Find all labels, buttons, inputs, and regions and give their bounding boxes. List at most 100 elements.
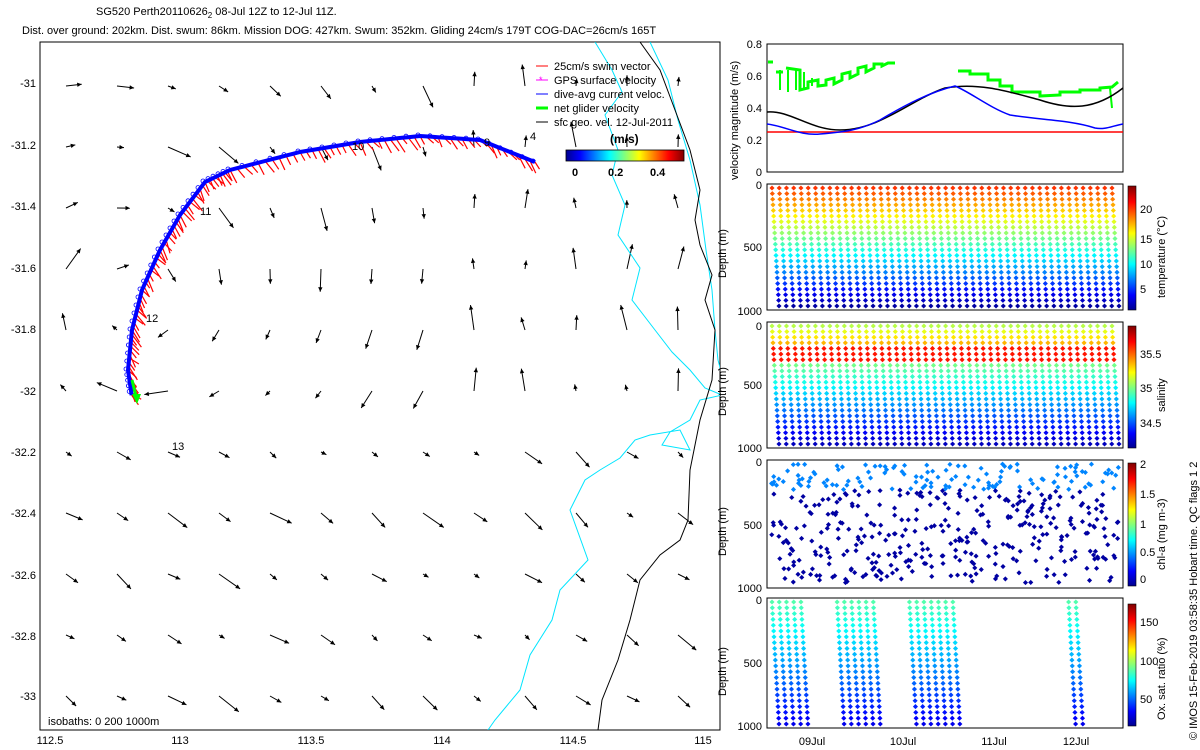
swim-vector <box>278 157 286 171</box>
y-tick-label: -31 <box>20 78 36 90</box>
cbar-tick: 100 <box>1140 656 1158 668</box>
velocity-arrow <box>473 367 478 392</box>
velocity-arrow <box>523 260 528 270</box>
velocity-arrow <box>116 85 135 90</box>
velocity-arrow <box>524 451 543 465</box>
velocity-arrow <box>211 329 220 342</box>
gps-fix-marker <box>137 286 143 292</box>
dive-avg-current-line <box>766 85 1124 135</box>
temperature-ylabel: Depth (m) <box>717 229 729 278</box>
cbar-tick: 10 <box>1140 259 1152 271</box>
salinity-panel-axes: 0 500 1000 Depth (m) 34.5 35 35.5 salini… <box>717 321 1168 455</box>
temperature-profile-dots <box>769 185 1122 309</box>
legend-label: 25cm/s swim vector <box>554 61 651 73</box>
velocity-arrow <box>218 695 240 713</box>
y-tick-label: 0 <box>756 167 762 179</box>
velocity-axis: 0 0.2 0.4 0.6 0.8 <box>747 39 762 179</box>
gps-fix-marker <box>123 366 129 372</box>
swim-vector <box>219 174 226 187</box>
gps-fix-marker <box>367 137 373 143</box>
velocity-arrow <box>116 695 127 701</box>
velocity-arrow <box>569 121 577 148</box>
gps-fix-marker <box>220 168 226 174</box>
oxygen-ylabel: Depth (m) <box>717 647 729 696</box>
gps-fix-marker <box>343 140 349 146</box>
cbar-tick: 150 <box>1140 617 1158 629</box>
velocity-arrow <box>416 329 424 350</box>
velocity-arrow <box>65 82 82 87</box>
velocity-arrow <box>65 248 82 270</box>
gps-fix-marker <box>175 211 181 217</box>
velocity-arrow <box>626 512 634 518</box>
gps-fix-marker <box>281 152 287 158</box>
gps-fix-marker <box>135 294 141 300</box>
time-tick-label: 10Jul <box>890 736 916 748</box>
velocity-arrow <box>473 512 488 523</box>
swim-vector <box>395 138 406 153</box>
isobath-1000m <box>597 42 716 730</box>
gps-fix-marker <box>159 239 165 245</box>
cbar-tick: 2 <box>1140 459 1146 471</box>
velocity-arrow <box>676 134 681 148</box>
net-velocity-spikes <box>779 70 1113 109</box>
gps-fix-marker <box>155 246 161 252</box>
velocity-arrow <box>61 313 67 331</box>
velocity-arrow <box>677 512 694 526</box>
velocity-arrow <box>624 136 629 148</box>
gps-fix-marker <box>403 133 409 139</box>
colorbar-tick: 0.2 <box>608 167 623 179</box>
gps-fix-marker <box>530 158 536 164</box>
depth-tick: 0 <box>756 180 762 192</box>
gps-fix-marker <box>253 159 259 165</box>
chla-cbar-label: chl-a (mg m-3) <box>1156 498 1168 570</box>
velocity-arrow <box>677 695 691 708</box>
velocity-arrow <box>673 194 679 209</box>
chla-ylabel: Depth (m) <box>717 507 729 556</box>
temperature-colorbar <box>1127 185 1137 311</box>
velocity-arrow <box>677 634 697 651</box>
cbar-tick: 35.5 <box>1140 349 1161 361</box>
title-sub: 2 <box>207 11 213 21</box>
velocity-arrow <box>729 513 745 528</box>
swim-vector <box>317 148 326 163</box>
speed-colorbar <box>565 149 685 162</box>
velocity-arrow <box>677 573 690 581</box>
velocity-arrow <box>218 85 229 93</box>
velocity-arrow <box>144 390 169 397</box>
velocity-arrow <box>572 197 577 209</box>
velocity-arrow <box>167 573 181 580</box>
velocity-arrow <box>269 207 275 219</box>
depth-tick: 0 <box>756 321 762 333</box>
velocity-arrow <box>675 306 680 331</box>
velocity-arrow <box>111 325 118 331</box>
gps-fix-marker <box>497 145 503 151</box>
velocity-arrow <box>412 390 424 409</box>
depth-tick: 1000 <box>738 443 762 455</box>
gps-fix-marker <box>131 310 137 316</box>
track-day-label: 10 <box>352 141 364 153</box>
temperature-cbar-label: temperature (°C) <box>1156 216 1168 298</box>
y-tick-label: -32.8 <box>11 631 36 643</box>
velocity-arrow <box>524 695 538 711</box>
velocity-frame <box>766 43 1124 173</box>
gps-fix-marker <box>379 136 385 142</box>
velocity-arrow <box>626 634 639 647</box>
cbar-tick: 50 <box>1140 694 1152 706</box>
cbar-tick: 20 <box>1140 204 1152 216</box>
colorbar-title: (m/s) <box>610 132 639 146</box>
velocity-arrow <box>116 634 127 642</box>
time-axis: 09Jul 10Jul 11Jul 12Jul <box>799 736 1089 748</box>
temperature-scatter-panel <box>766 183 1124 311</box>
velocity-arrow <box>619 304 628 331</box>
velocity-arrow <box>520 317 526 331</box>
gps-fix-marker <box>151 254 157 260</box>
velocity-arrow <box>571 247 577 270</box>
gps-fix-marker <box>215 171 221 177</box>
gps-fix-marker <box>125 350 130 356</box>
velocity-arrow <box>624 200 630 209</box>
velocity-arrow <box>167 451 181 458</box>
velocity-arrow <box>575 512 589 528</box>
depth-tick: 500 <box>744 380 762 392</box>
map-legend: 25cm/s swim vector * GPS surface velocit… <box>536 61 673 129</box>
swim-vector <box>222 173 232 186</box>
